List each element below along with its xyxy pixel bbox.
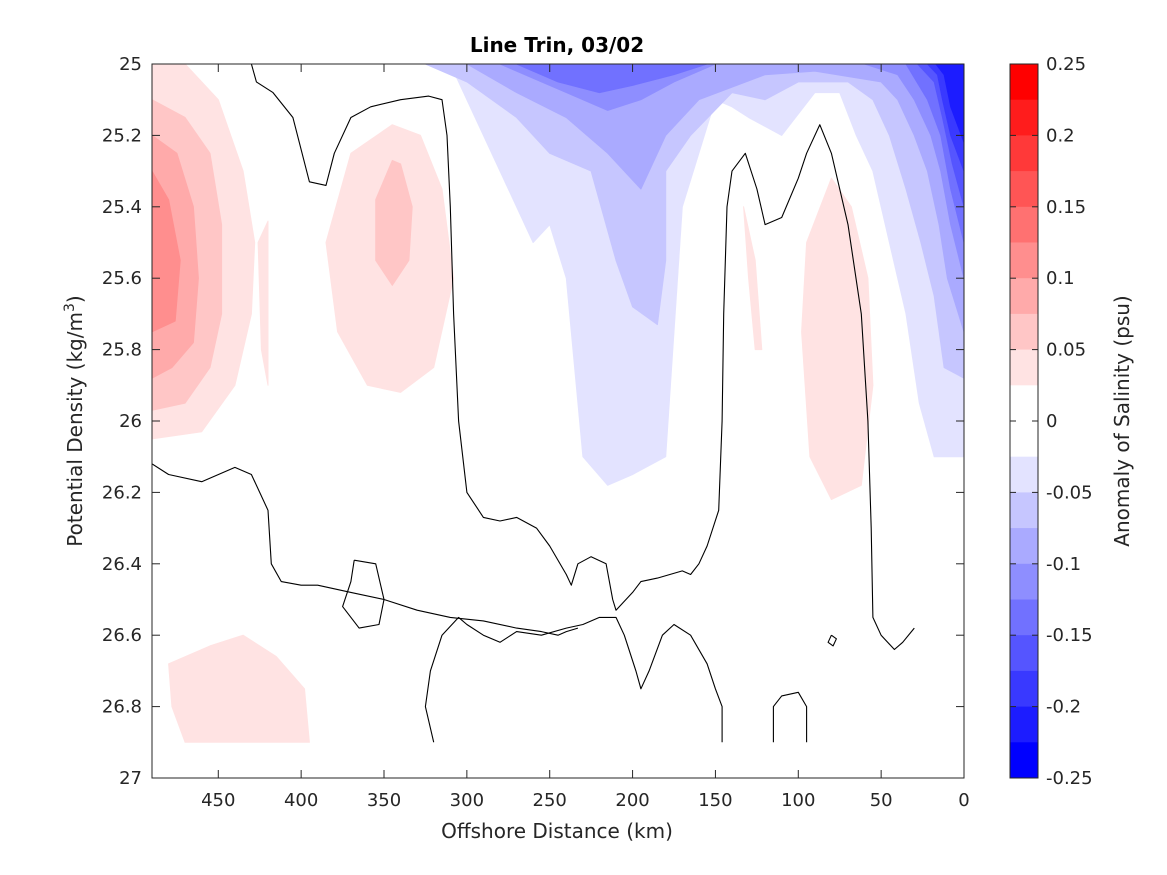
zero-contour-layer xyxy=(152,64,915,743)
contour-region-east-sliver-8 xyxy=(743,206,763,351)
colorbar-band xyxy=(1010,421,1038,458)
colorbar-tick-label: 0.2 xyxy=(1046,125,1075,146)
y-axis: 25 25.2 25.4 25.6 25.8 26 26.2 26.4 26.6 26.8 27 xyxy=(102,54,964,789)
y-tick-label: 26.2 xyxy=(102,482,142,503)
y-tick-label: 25.2 xyxy=(102,125,142,146)
y-axis-title-sup: 3 xyxy=(62,303,78,312)
contour-region-north-neg-11 xyxy=(424,64,964,379)
colorbar-band xyxy=(1010,599,1038,636)
zero-contour-west-lower xyxy=(152,463,579,636)
contour-region-bottom-west-9 xyxy=(168,634,310,743)
colorbar-tick-label: 0 xyxy=(1046,411,1057,432)
colorbar-tick-label: 0.25 xyxy=(1046,54,1086,75)
zero-contour-tiny-loop xyxy=(827,634,837,647)
y-tick-label: 26.4 xyxy=(102,554,142,575)
colorbar-band xyxy=(1010,349,1038,386)
colorbar-band xyxy=(1010,706,1038,743)
x-tick-label: 250 xyxy=(533,790,567,811)
contour-region-east-core-7 xyxy=(801,177,874,500)
y-tick-label: 25 xyxy=(119,54,142,75)
colorbar-band xyxy=(1010,206,1038,243)
x-tick-label: 0 xyxy=(958,790,969,811)
y-tick-label: 25.6 xyxy=(102,268,142,289)
colorbar-tick-label: -0.25 xyxy=(1046,768,1093,789)
x-tick-label: 400 xyxy=(284,790,318,811)
colorbar-band xyxy=(1010,278,1038,315)
y-axis-title-end: ) xyxy=(63,295,87,303)
colorbar-tick-label: -0.15 xyxy=(1046,625,1093,646)
colorbar-tick-label: -0.2 xyxy=(1046,697,1081,718)
colorbar-band xyxy=(1010,635,1038,672)
colorbar-title: Anomaly of Salinity (psu) xyxy=(1110,295,1134,546)
y-tick-label: 26.8 xyxy=(102,697,142,718)
colorbar-band xyxy=(1010,242,1038,279)
contour-region-mid-core-6 xyxy=(375,159,413,286)
x-tick-label: 350 xyxy=(367,790,401,811)
x-tick-label: 300 xyxy=(450,790,484,811)
x-axis: 450 400 350 300 250 200 150 100 50 0 xyxy=(201,64,970,811)
y-axis-title-base: Potential Density (kg/m xyxy=(63,312,87,547)
colorbar-band xyxy=(1010,135,1038,172)
contour-region-north-neg-18 xyxy=(935,64,964,143)
y-tick-label: 25.8 xyxy=(102,340,142,361)
colorbar-band xyxy=(1010,492,1038,529)
colorbar: 0.25 0.2 0.15 0.1 0.05 0 -0.05 -0.1 -0.15 -0.2 -0.… xyxy=(1009,54,1093,789)
x-tick-label: 100 xyxy=(781,790,815,811)
colorbar-tick-label: 0.15 xyxy=(1046,197,1086,218)
y-tick-label: 25.4 xyxy=(102,197,142,218)
colorbar-band xyxy=(1010,64,1038,101)
contour-region-north-neg-14 xyxy=(516,64,708,94)
x-tick-label: 50 xyxy=(870,790,893,811)
zero-contour-west xyxy=(250,64,915,651)
contour-region-north-neg-12 xyxy=(466,64,964,333)
y-tick-label: 26 xyxy=(119,411,142,432)
zero-contour-east-bottom xyxy=(772,691,808,743)
zero-contour-small-loop xyxy=(342,559,385,629)
colorbar-band xyxy=(1010,99,1038,136)
y-axis-title: Potential Density (kg/m3) xyxy=(62,295,87,546)
contour-region-west-lobe-4 xyxy=(257,220,269,386)
colorbar-band xyxy=(1010,171,1038,208)
colorbar-band xyxy=(1010,385,1038,422)
contour-fill-layer xyxy=(152,64,964,743)
colorbar-tick-label: 0.05 xyxy=(1046,340,1086,361)
chart-title: Line Trin, 03/02 xyxy=(470,33,644,57)
colorbar-band xyxy=(1010,742,1038,779)
colorbar-band xyxy=(1010,456,1038,493)
colorbar-band xyxy=(1010,528,1038,565)
colorbar-tick-label: -0.05 xyxy=(1046,482,1093,503)
colorbar-tick-label: 0.1 xyxy=(1046,268,1075,289)
colorbar-tick-label: -0.1 xyxy=(1046,554,1081,575)
zero-contour-mid-bottom xyxy=(424,616,723,743)
x-axis-title: Offshore Distance (km) xyxy=(441,819,673,843)
x-tick-label: 150 xyxy=(698,790,732,811)
contour-region-west-core-3 xyxy=(152,170,181,333)
x-tick-label: 200 xyxy=(615,790,649,811)
colorbar-band xyxy=(1010,670,1038,708)
y-tick-label: 27 xyxy=(119,768,142,789)
colorbar-band xyxy=(1010,313,1038,351)
y-tick-label: 26.6 xyxy=(102,625,142,646)
colorbar-band xyxy=(1010,563,1038,600)
x-tick-label: 450 xyxy=(201,790,235,811)
